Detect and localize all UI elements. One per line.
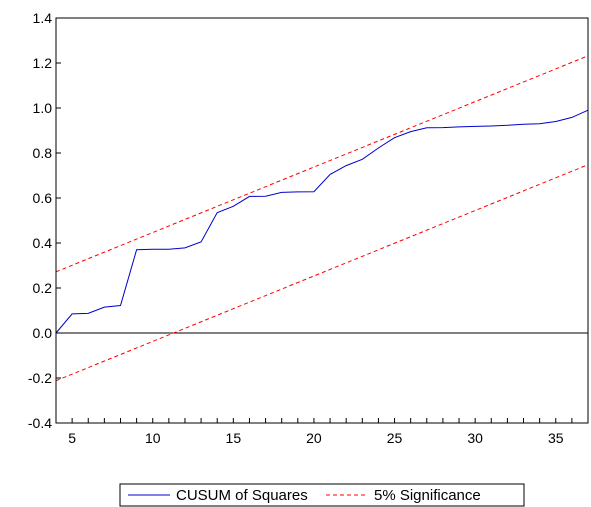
series-line-2: [55, 164, 589, 382]
x-tick-label: 10: [145, 430, 161, 446]
y-tick-label: 1.2: [33, 55, 53, 71]
series-line-0: [55, 109, 589, 334]
x-tick-label: 35: [548, 430, 564, 446]
y-tick-label: 0.8: [33, 145, 53, 161]
legend-box: [119, 483, 525, 507]
legend-label-0: CUSUM of Squares: [176, 487, 308, 504]
axes: -0.4 -0.2 0.0 0.2 0.4 0.6 0.8 1.0 1.2 1.4 5 10 15 20 2…: [28, 10, 589, 446]
x-tick-label: 5: [68, 430, 76, 446]
x-tick-label: 15: [226, 430, 242, 446]
series-line-1: [55, 55, 589, 273]
x-tick-label: 30: [467, 430, 483, 446]
y-tick-label: 0.0: [33, 325, 53, 341]
x-tick-label: 25: [387, 430, 403, 446]
y-tick-label: 1.0: [33, 100, 53, 116]
y-tick-label: -0.4: [28, 415, 52, 431]
legend-label-1: 5% Significance: [374, 487, 481, 504]
x-tick-label: 20: [306, 430, 322, 446]
plot-area: [55, 55, 589, 382]
y-tick-label: 0.6: [33, 190, 53, 206]
y-tick-label: -0.2: [28, 370, 52, 386]
plot-frame: [55, 17, 589, 424]
legend: CUSUM of Squares 5% Significance: [119, 483, 525, 507]
y-tick-label: 1.4: [33, 10, 53, 26]
y-tick-label: 0.4: [33, 235, 53, 251]
y-tick-label: 0.2: [33, 280, 53, 296]
